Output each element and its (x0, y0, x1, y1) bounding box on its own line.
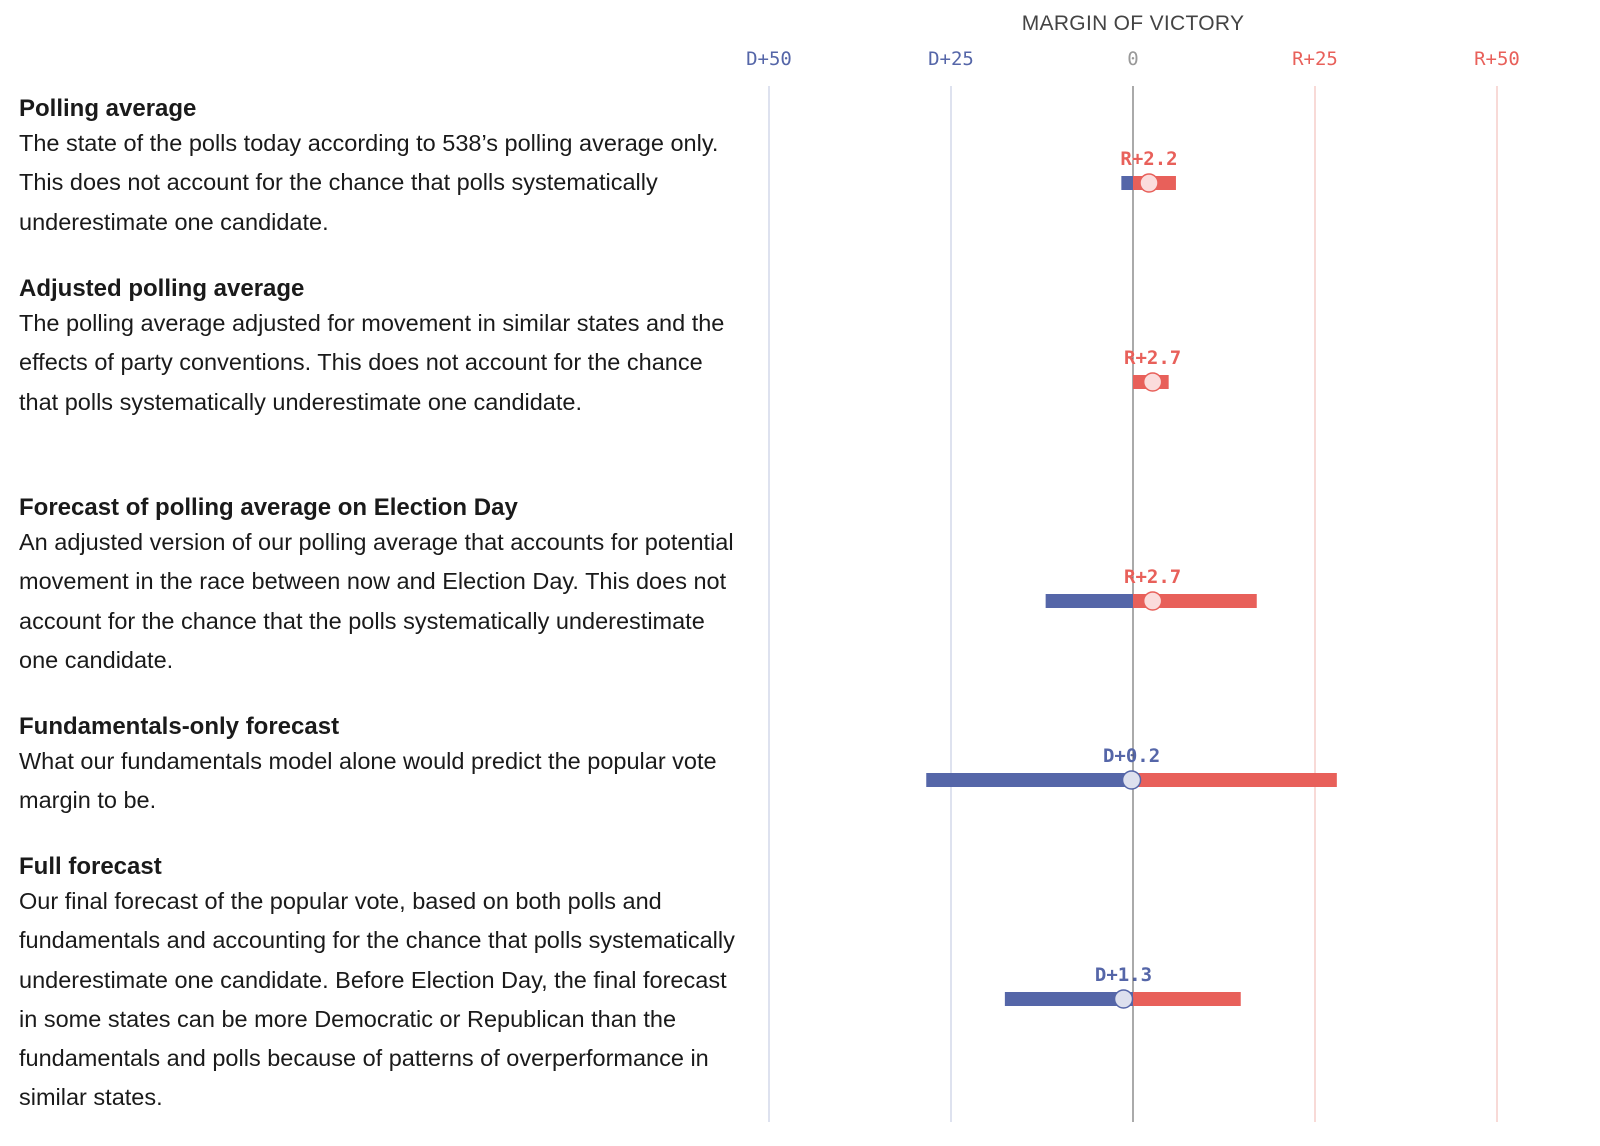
axis-title: MARGIN OF VICTORY (1021, 12, 1245, 35)
row-fundamentals-only: Fundamentals-only forecast What our fund… (19, 712, 739, 821)
estimate-dot (1121, 770, 1142, 790)
row-description: The polling average adjusted for movemen… (19, 310, 725, 415)
tick-label: 0 (1127, 48, 1138, 70)
estimate-dot (1139, 173, 1159, 193)
range-bar-rep (1133, 773, 1337, 787)
range-bar-dem (926, 773, 1133, 787)
row-description: What our fundamentals model alone would … (19, 748, 717, 814)
value-label: D+1.3 (1095, 964, 1152, 986)
estimate-dot (1113, 989, 1134, 1009)
value-label: D+0.2 (1103, 745, 1160, 767)
row-forecast-election-day: Forecast of polling average on Election … (19, 493, 739, 680)
row-polling-average: Polling average The state of the polls t… (19, 94, 739, 242)
row-description: Our final forecast of the popular vote, … (19, 888, 735, 1111)
tick-label: R+50 (1474, 48, 1520, 70)
tick-label: D+25 (928, 48, 974, 70)
row-description: An adjusted version of our polling avera… (19, 529, 734, 673)
row-full-forecast: Full forecast Our final forecast of the … (19, 852, 739, 1118)
row-title: Full forecast (19, 853, 162, 880)
tick-label: D+50 (746, 48, 792, 70)
estimate-dot (1142, 372, 1163, 392)
range-bar-dem (1004, 992, 1133, 1006)
row-adjusted-polling-average: Adjusted polling average The polling ave… (19, 274, 739, 422)
value-label: R+2.7 (1124, 566, 1181, 588)
row-title: Forecast of polling average on Election … (19, 494, 518, 521)
range-bar-rep (1133, 594, 1257, 608)
range-bar-dem (1121, 176, 1133, 190)
value-label: R+2.2 (1120, 148, 1177, 170)
tick-label: R+25 (1292, 48, 1338, 70)
row-title: Polling average (19, 95, 197, 122)
range-bar-dem (1045, 594, 1133, 608)
row-title: Fundamentals-only forecast (19, 713, 340, 740)
range-bar-rep (1133, 992, 1241, 1006)
row-description: The state of the polls today according t… (19, 130, 719, 235)
row-title: Adjusted polling average (19, 275, 305, 302)
value-label: R+2.7 (1124, 347, 1181, 369)
estimate-dot (1142, 591, 1163, 611)
